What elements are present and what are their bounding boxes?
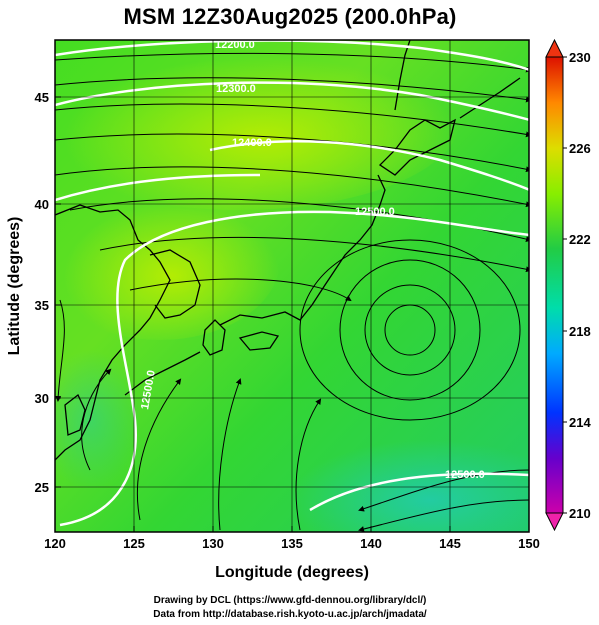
x-tick-marks <box>54 526 530 532</box>
contour-line <box>55 81 529 122</box>
colorbar-tick-label: 218 <box>569 324 591 339</box>
streamline <box>55 299 65 402</box>
y-tick-label: 25 <box>35 480 49 495</box>
x-tick-labels: 120 125 130 135 140 145 150 <box>44 536 540 551</box>
contour-line <box>209 140 529 191</box>
x-tick-label: 140 <box>360 536 382 551</box>
streamline <box>295 398 322 531</box>
x-tick-label: 135 <box>281 536 303 551</box>
contour-label: 12500.0 <box>445 469 485 481</box>
colorbar-min-triangle <box>545 512 564 532</box>
y-tick-label: 30 <box>35 391 49 406</box>
x-tick-label: 120 <box>44 536 66 551</box>
x-tick-label: 150 <box>518 536 540 551</box>
vortex-ring <box>364 284 456 376</box>
y-tick-label: 45 <box>35 90 49 105</box>
contour-label: 12300.0 <box>216 83 256 95</box>
y-axis-title: Latitude (degrees) <box>6 217 23 356</box>
contour-line <box>55 173 261 202</box>
streamline <box>55 133 529 173</box>
colorbar: 230 226 222 218 214 210 <box>545 38 591 532</box>
contour-labels: 12200.0 12300.0 12400.0 12500.0 12500.0 … <box>139 39 485 481</box>
coastline-ryukyu <box>124 351 201 396</box>
contour-label: 12400.0 <box>232 137 272 149</box>
x-tick-label: 145 <box>439 536 461 551</box>
coastlines <box>55 40 521 461</box>
streamline <box>81 368 112 471</box>
streamline <box>358 499 529 532</box>
streamline <box>55 103 529 138</box>
y-tick-marks <box>55 96 61 488</box>
vortex-ring <box>339 259 481 401</box>
coastline-honshu <box>219 174 386 326</box>
y-tick-labels: 25 30 35 40 45 <box>35 90 49 495</box>
map-title: MSM 12Z30Aug2025 (200.0hPa) <box>123 4 457 29</box>
coastline-hokkaido <box>378 118 456 176</box>
x-tick-label: 125 <box>123 536 145 551</box>
contour-line <box>55 40 529 71</box>
vortex-ring <box>299 239 521 421</box>
streamline <box>358 469 529 512</box>
y-tick-label: 35 <box>35 298 49 313</box>
streamline <box>136 378 182 521</box>
streamline <box>55 166 529 208</box>
x-tick-label: 130 <box>202 536 224 551</box>
streamline <box>218 378 242 531</box>
colorbar-scale <box>545 56 564 514</box>
coastline-kurils <box>459 77 521 119</box>
credit-data: Data from http://database.rish.kyoto-u.a… <box>153 609 427 620</box>
coastline-taiwan <box>64 393 86 436</box>
colorbar-tick-label: 230 <box>569 50 591 65</box>
streamline <box>55 77 529 103</box>
streamline <box>55 52 529 73</box>
colorbar-tick-label: 210 <box>569 506 591 521</box>
contour-label: 12500.0 <box>355 206 395 218</box>
coastline-korea <box>149 249 201 319</box>
x-axis-title: Longitude (degrees) <box>215 564 369 581</box>
colorbar-max-triangle <box>545 38 564 58</box>
y-tick-label: 40 <box>35 197 49 212</box>
graticule <box>55 40 529 532</box>
coastline-shikoku <box>238 331 280 351</box>
coastline-kyushu <box>202 319 226 356</box>
colorbar-tick-label: 214 <box>569 415 591 430</box>
coastline-asia <box>55 204 171 461</box>
credit-drawing: Drawing by DCL (https://www.gfd-dennou.o… <box>153 595 427 606</box>
colorbar-tick-label: 226 <box>569 141 591 156</box>
contour-line <box>309 472 529 512</box>
streamline <box>129 278 352 302</box>
colorbar-tick-label: 222 <box>569 232 591 247</box>
contour-label: 12200.0 <box>215 39 255 51</box>
